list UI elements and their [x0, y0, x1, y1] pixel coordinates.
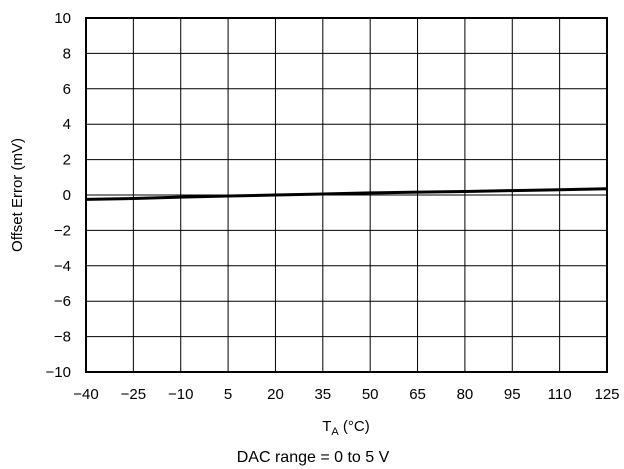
x-axis-label-subscript: A — [331, 426, 339, 438]
x-axis-label-unit: (°C) — [339, 418, 370, 435]
y-tick-label: −2 — [54, 222, 71, 239]
y-tick-label: −4 — [54, 258, 71, 275]
y-tick-label: 4 — [63, 116, 71, 133]
x-tick-label: −25 — [121, 386, 146, 403]
x-tick-label: −10 — [168, 386, 193, 403]
x-axis-label-main: T — [322, 418, 331, 435]
x-tick-label: 125 — [594, 386, 619, 403]
offset-error-series-line — [85, 187, 608, 201]
y-tick-label: 0 — [63, 187, 71, 204]
x-tick-label: 50 — [362, 386, 379, 403]
x-tick-label: 5 — [224, 386, 232, 403]
y-tick-label: 8 — [63, 45, 71, 62]
x-tick-label: −40 — [73, 386, 98, 403]
y-tick-label: 6 — [63, 81, 71, 98]
x-tick-label: 35 — [314, 386, 331, 403]
y-axis-label: Offset Error (mV) — [9, 138, 26, 252]
x-tick-label: 95 — [504, 386, 521, 403]
series-layer — [85, 187, 608, 201]
x-tick-labels: −40 −25 −10 5 20 35 50 65 80 95 110 125 — [73, 386, 619, 403]
plot-frame — [85, 17, 608, 373]
x-tick-label: 110 — [548, 386, 572, 403]
x-tick-label: 65 — [409, 386, 426, 403]
y-tick-label: −10 — [46, 364, 71, 381]
y-tick-label: −6 — [54, 293, 71, 310]
x-tick-label: 80 — [457, 386, 474, 403]
y-tick-label: −8 — [54, 329, 71, 346]
dac-range-note: DAC range = 0 to 5 V — [237, 449, 390, 466]
y-tick-label: 2 — [63, 152, 71, 169]
x-axis-label: TA (°C) — [322, 418, 370, 438]
y-tick-labels: 10 8 6 4 2 0 −2 −4 −6 −8 −10 — [46, 10, 71, 381]
grid-lines — [85, 17, 608, 373]
x-tick-label: 20 — [267, 386, 284, 403]
y-tick-label: 10 — [54, 10, 71, 27]
